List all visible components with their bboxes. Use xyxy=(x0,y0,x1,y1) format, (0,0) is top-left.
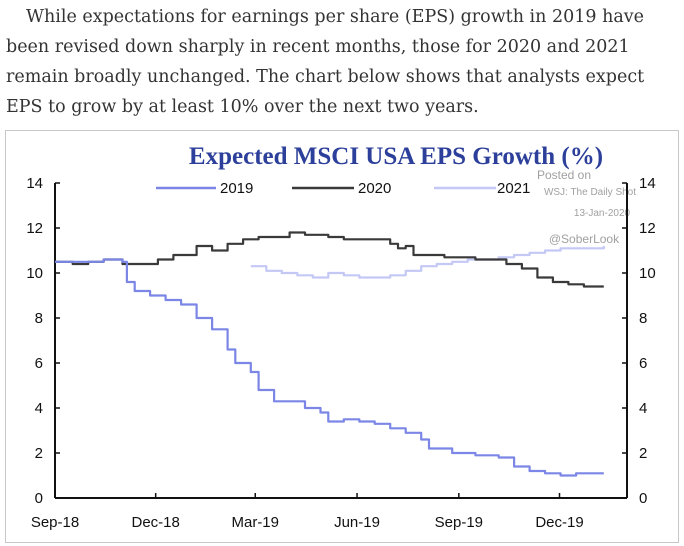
watermark-line1: Posted on xyxy=(537,168,591,182)
y-tick-label-right: 14 xyxy=(639,175,656,192)
chart-title: Expected MSCI USA EPS Growth (%) xyxy=(189,143,603,170)
x-tick-label: Jun-19 xyxy=(334,514,380,531)
y-tick-label-right: 8 xyxy=(639,310,647,327)
intro-paragraph: While expectations for earnings per shar… xyxy=(6,7,645,117)
series-layer xyxy=(55,231,605,477)
chart-frame: Expected MSCI USA EPS Growth (%) Posted … xyxy=(5,130,679,543)
y-tick-label-left: 10 xyxy=(26,265,43,282)
legend: 2019 2020 2021 xyxy=(156,180,530,197)
axes: 0 0 2 2 4 4 6 6 8 8 10 10 12 12 14 14 Sep-18 Dec-18 Mar-19… xyxy=(26,175,655,531)
y-tick-label-right: 6 xyxy=(639,355,647,372)
y-tick-label-left: 6 xyxy=(35,355,43,372)
y-tick-label-left: 8 xyxy=(35,310,43,327)
y-tick-label-right: 4 xyxy=(639,400,647,417)
x-tick-label: Sep-18 xyxy=(31,514,79,531)
x-tick-label: Dec-18 xyxy=(132,514,180,531)
y-tick-label-left: 14 xyxy=(26,175,43,192)
series-line-2020 xyxy=(55,231,604,288)
legend-label-2019: 2019 xyxy=(220,180,253,197)
watermark: Posted on WSJ: The Daily Shot 13-Jan-202… xyxy=(537,168,636,246)
y-tick-label-left: 12 xyxy=(26,220,43,237)
watermark-line2: WSJ: The Daily Shot xyxy=(544,187,636,198)
eps-growth-chart: Expected MSCI USA EPS Growth (%) Posted … xyxy=(26,143,655,531)
x-tick-label: Sep-19 xyxy=(435,514,483,531)
y-tick-label-right: 2 xyxy=(639,445,647,462)
legend-label-2021: 2021 xyxy=(497,180,530,197)
y-tick-label-right: 0 xyxy=(639,490,647,507)
y-tick-label-left: 4 xyxy=(35,400,43,417)
x-tick-label: Dec-19 xyxy=(535,514,583,531)
y-tick-label-left: 0 xyxy=(35,490,43,507)
x-tick-label: Mar-19 xyxy=(231,514,279,531)
series-line-2019 xyxy=(55,258,604,477)
legend-label-2020: 2020 xyxy=(358,180,391,197)
watermark-line4: @SoberLook xyxy=(549,232,620,246)
series-line-2021 xyxy=(250,246,605,279)
y-tick-label-left: 2 xyxy=(35,445,43,462)
watermark-line3: 13-Jan-2020 xyxy=(574,208,631,219)
y-tick-label-right: 12 xyxy=(639,220,656,237)
y-tick-label-right: 10 xyxy=(639,265,656,282)
